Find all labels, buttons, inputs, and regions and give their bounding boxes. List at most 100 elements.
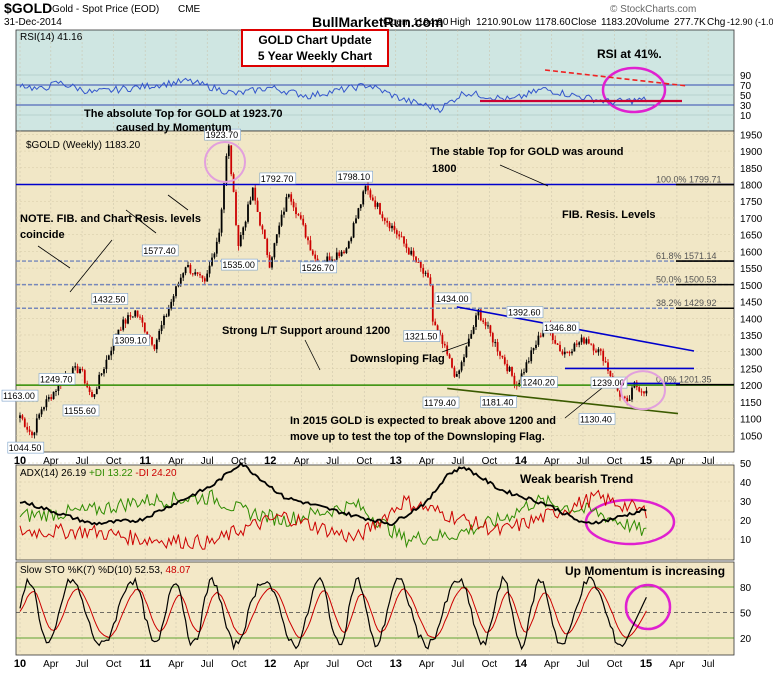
sto-tick: 80 [740, 583, 752, 594]
candle-body [239, 234, 242, 247]
price-tick: 1100 [740, 415, 762, 426]
x-label-bottom: Jul [451, 659, 464, 670]
candle-body [602, 350, 605, 362]
candle-body [208, 265, 211, 274]
candle-body [429, 277, 432, 286]
candle-body [93, 394, 96, 397]
fib-annotation: FIB. Resis. Levels [562, 209, 656, 221]
candle-body [410, 250, 413, 255]
candle-body [33, 432, 36, 436]
candle-body [427, 272, 429, 278]
candle-body [227, 145, 230, 157]
candle-body [127, 315, 129, 324]
price-label: 1321.50 [405, 331, 438, 341]
open-value: 1194.90 [413, 17, 449, 28]
candle-body [230, 145, 233, 175]
price-label: 1130.40 [580, 414, 612, 424]
candle-body [575, 343, 578, 345]
candle-body [45, 399, 48, 408]
candle-body [631, 387, 633, 400]
candle-body [585, 339, 588, 344]
candle-body [643, 391, 645, 394]
adx-tick: 30 [740, 497, 752, 508]
candle-body [623, 396, 626, 398]
price-label: 1434.00 [436, 294, 469, 304]
candle-body [71, 367, 74, 378]
candle-body [107, 355, 110, 360]
x-label-price: 12 [264, 455, 276, 467]
candle-body [530, 350, 533, 362]
x-label-bottom: 15 [640, 658, 652, 670]
candle-body [573, 343, 576, 352]
candle-body [563, 351, 566, 355]
candle-body [122, 319, 125, 330]
candle-body [206, 273, 209, 282]
price-label-box [403, 330, 441, 342]
price-label-box [422, 396, 460, 409]
x-label-bottom: Oct [607, 659, 623, 670]
candle-body [465, 346, 468, 358]
candle-body [448, 354, 451, 359]
site-name: BullMarketRun.com [312, 14, 443, 30]
candle-body [254, 187, 257, 201]
candle-body [136, 310, 139, 317]
price-label: 1535.00 [222, 260, 255, 270]
candle-body [431, 285, 434, 322]
candle-body [571, 351, 573, 354]
candle-body [513, 375, 516, 385]
x-label-bottom: Jul [76, 659, 89, 670]
candle-body [595, 350, 597, 353]
mdi-line [19, 489, 647, 550]
expect-annotation-2: move up to test the top of the Downslopi… [290, 431, 545, 443]
price-label: 1309.10 [114, 336, 147, 346]
candle-body [220, 209, 223, 233]
close-value: 1183.20 [601, 17, 637, 28]
price-label-box [113, 334, 150, 346]
price-label-box [336, 170, 373, 183]
candle-body [638, 387, 641, 392]
candle-body [436, 325, 439, 331]
candle-body [172, 296, 175, 302]
low-value: 1178.60 [535, 17, 571, 28]
candle-body [295, 207, 297, 215]
exchange: CME [178, 4, 201, 15]
candle-body [175, 286, 177, 297]
price-label: 1155.60 [64, 406, 96, 416]
x-label-bottom: 14 [515, 658, 528, 670]
candle-body [28, 429, 31, 432]
candle-body [508, 367, 511, 372]
candle-body [225, 156, 228, 184]
price-tick: 1950 [740, 130, 763, 141]
candle-body [146, 331, 149, 336]
candle-body [167, 308, 170, 316]
candle-body [184, 267, 187, 274]
candle-body [362, 191, 365, 205]
candle-body [359, 204, 362, 209]
candle-body [578, 342, 581, 345]
candle-body [345, 248, 348, 254]
instrument-name: Gold - Spot Price (EOD) [52, 4, 159, 15]
candle-body [350, 237, 353, 242]
candle-body [50, 397, 53, 400]
candle-body [568, 351, 571, 354]
candle-body [52, 391, 55, 400]
price-label: 1526.70 [302, 263, 335, 273]
x-label-bottom: Jul [702, 659, 715, 670]
volume-label: Volume [636, 17, 670, 28]
candle-body [609, 370, 612, 377]
candle-body [645, 390, 648, 394]
stable-annotation-2: 1800 [432, 163, 456, 175]
header-bg [0, 0, 773, 28]
candle-body [170, 301, 173, 309]
candle-body [163, 316, 165, 326]
price-label: 1392.60 [508, 308, 541, 318]
price-tick: 1250 [740, 364, 763, 375]
price-label-box [38, 373, 76, 385]
adx-line [19, 461, 647, 527]
candle-body [191, 273, 194, 275]
candle-body [535, 344, 537, 349]
price-label: 1044.50 [9, 443, 42, 453]
x-label-bottom: 12 [264, 658, 276, 670]
fib-label: 50.0% 1500.53 [656, 275, 717, 285]
candle-body [484, 321, 487, 326]
